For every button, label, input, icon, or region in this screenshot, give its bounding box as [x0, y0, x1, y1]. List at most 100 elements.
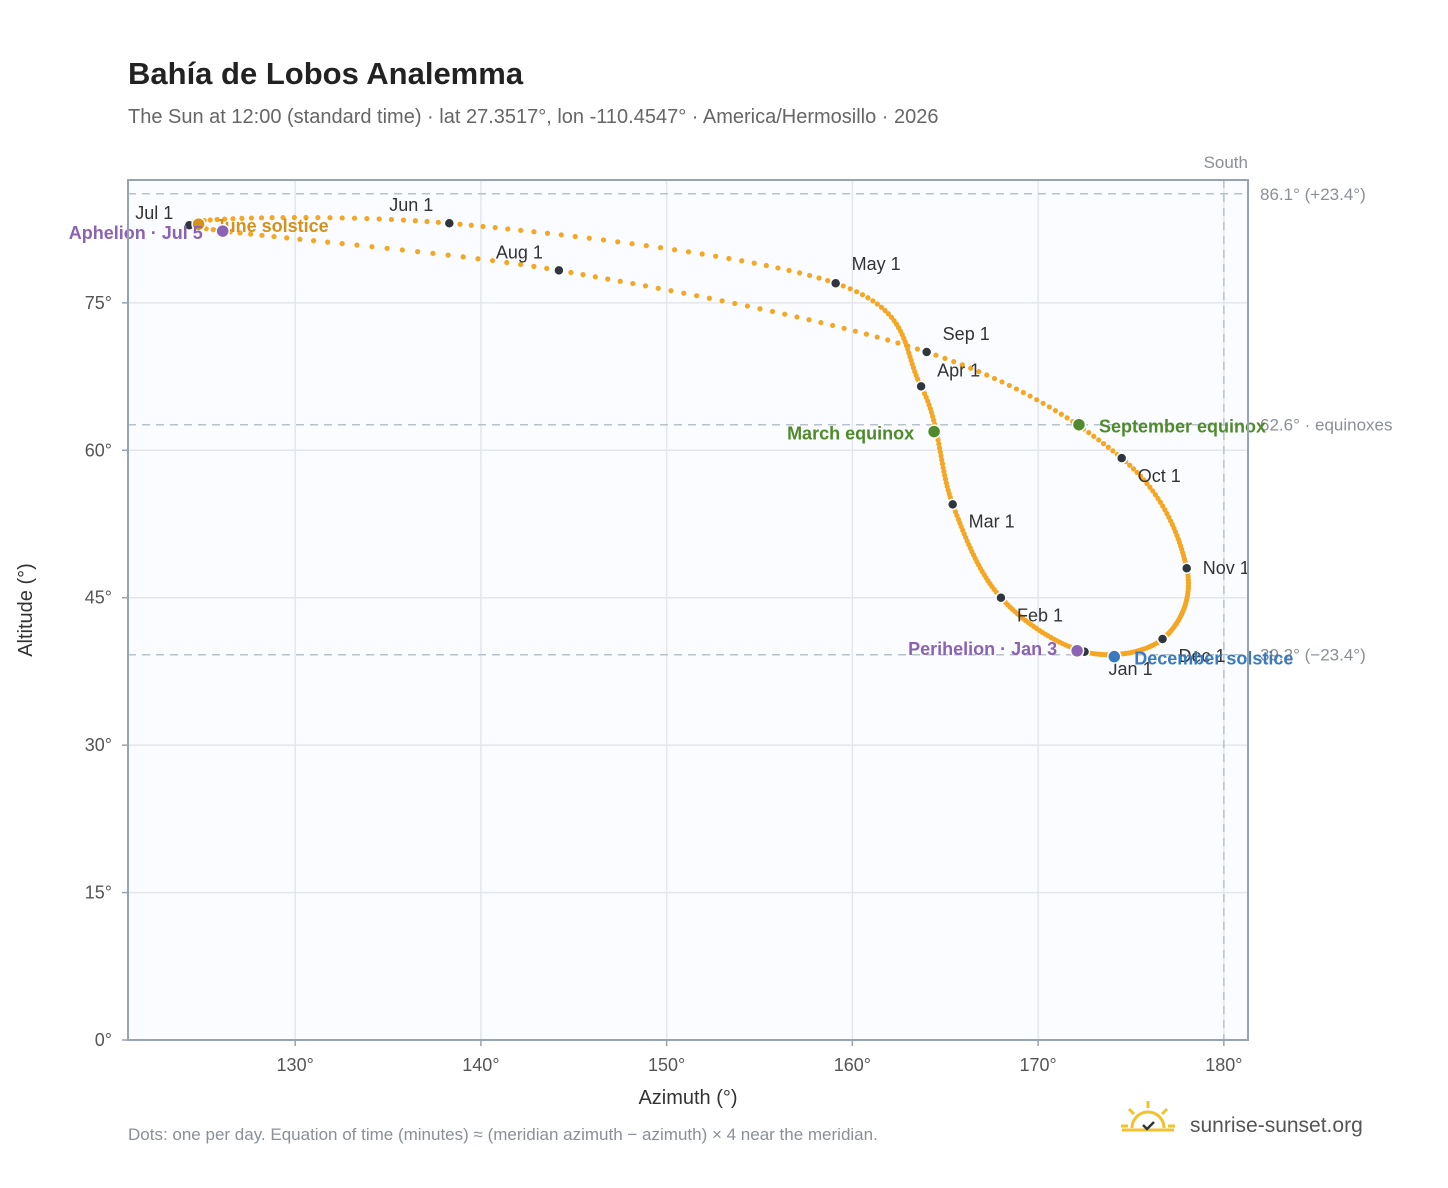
- daily-dot: [976, 368, 982, 375]
- daily-dot: [230, 216, 236, 222]
- daily-dot: [825, 277, 831, 284]
- daily-dot: [854, 289, 860, 295]
- x-tick-label: 130°: [277, 1055, 314, 1075]
- daily-dot: [685, 249, 692, 255]
- month-marker: [920, 346, 933, 358]
- daily-dot: [586, 235, 592, 241]
- month-label: Aug 1: [496, 242, 543, 262]
- daily-dot: [280, 214, 286, 221]
- daily-dot: [657, 245, 664, 251]
- event-marker: [1071, 417, 1087, 432]
- daily-dot: [315, 214, 321, 221]
- daily-dot: [237, 230, 243, 236]
- daily-dot: [1046, 404, 1052, 410]
- daily-dot: [1086, 429, 1092, 436]
- daily-dot: [940, 464, 946, 471]
- daily-dot: [1134, 469, 1140, 476]
- y-tick-label: 30°: [85, 735, 112, 755]
- daily-dot: [214, 216, 220, 223]
- x-tick-label: 160°: [834, 1055, 871, 1075]
- daily-dot: [531, 263, 537, 269]
- daily-dot: [291, 214, 297, 221]
- daily-dot: [847, 286, 853, 292]
- daily-dot: [376, 216, 382, 222]
- daily-dot: [1147, 484, 1153, 490]
- daily-dot: [951, 359, 957, 365]
- plot-border: [127, 179, 1249, 1041]
- daily-dot: [580, 272, 586, 278]
- daily-dot: [816, 275, 822, 281]
- daily-dot: [936, 445, 943, 451]
- month-label: May 1: [852, 254, 901, 274]
- month-label: Apr 1: [937, 360, 980, 380]
- month-label: Oct 1: [1138, 466, 1181, 486]
- daily-dot: [1160, 503, 1166, 509]
- event-label: December solstice: [1134, 649, 1293, 669]
- month-label: Feb 1: [1017, 606, 1063, 626]
- daily-dot: [870, 298, 876, 304]
- daily-dot: [351, 215, 358, 221]
- daily-dot: [936, 441, 942, 447]
- daily-dot: [699, 251, 705, 257]
- month-label: Mar 1: [969, 511, 1015, 531]
- daily-dot: [991, 375, 998, 382]
- event-marker: [191, 216, 206, 232]
- brand-name: sunrise-sunset.org: [1190, 1114, 1363, 1137]
- daily-dot: [284, 235, 290, 241]
- daily-dot: [794, 314, 800, 320]
- daily-dot: [807, 272, 813, 279]
- daily-dot: [248, 215, 255, 221]
- daily-dot: [271, 233, 277, 240]
- daily-dot: [939, 457, 945, 463]
- month-markers: Jan 1 Feb 1 Mar 1 Apr 1 May 1 Jun 1 Jul 1 Aug 1…: [135, 195, 1249, 679]
- month-marker: [946, 498, 959, 511]
- daily-dot: [592, 274, 598, 280]
- month-marker: [553, 264, 565, 277]
- daily-dot: [829, 322, 836, 329]
- daily-dot: [210, 227, 216, 233]
- x-tick-label: 180°: [1205, 1055, 1242, 1075]
- event-label: June solstice: [215, 216, 329, 236]
- daily-dot: [852, 328, 858, 334]
- daily-dot: [617, 278, 623, 284]
- daily-dot: [751, 260, 757, 266]
- daily-dot: [435, 219, 441, 225]
- daily-dot: [239, 215, 245, 221]
- brand-logo: sunrise-sunset.org: [1121, 1101, 1363, 1137]
- daily-dot: [269, 215, 275, 221]
- meridian-label: South: [1204, 153, 1248, 172]
- daily-dot: [668, 288, 674, 294]
- daily-dot: [643, 243, 649, 249]
- month-label: Jan 1: [1109, 659, 1153, 679]
- daily-dot: [630, 280, 636, 287]
- month-marker: [443, 217, 456, 229]
- daily-dot: [518, 227, 524, 233]
- daily-dot: [865, 295, 871, 301]
- daily-dot: [468, 222, 474, 228]
- daily-dot: [354, 242, 360, 248]
- axis-ticks: 130° 140° 150° 160° 170° 180° 0° 15° 30° 45° 60° 75…: [85, 293, 1243, 1075]
- month-label: Jul 1: [135, 203, 173, 223]
- daily-dot: [568, 269, 574, 276]
- daily-dot: [615, 239, 621, 245]
- daily-dot: [1034, 397, 1040, 403]
- footnote: Dots: one per day. Equation of time (min…: [128, 1125, 878, 1144]
- daily-dot: [492, 225, 498, 231]
- daily-dot: [671, 247, 678, 253]
- month-marker: [1156, 633, 1169, 645]
- y-tick-label: 60°: [85, 440, 112, 460]
- daily-dot: [882, 307, 888, 314]
- daily-dot: [605, 276, 611, 282]
- daily-dot: [782, 311, 788, 317]
- daily-dot: [1052, 407, 1059, 414]
- daily-dot: [937, 449, 943, 455]
- event-marker: [926, 424, 942, 439]
- month-label: Dec 1: [1179, 646, 1226, 666]
- daily-dot: [1100, 441, 1107, 447]
- event-marker: [1107, 649, 1122, 664]
- daily-dot: [424, 218, 430, 225]
- daily-dot: [310, 238, 317, 244]
- daily-dot: [544, 265, 550, 271]
- daily-dot: [905, 343, 911, 349]
